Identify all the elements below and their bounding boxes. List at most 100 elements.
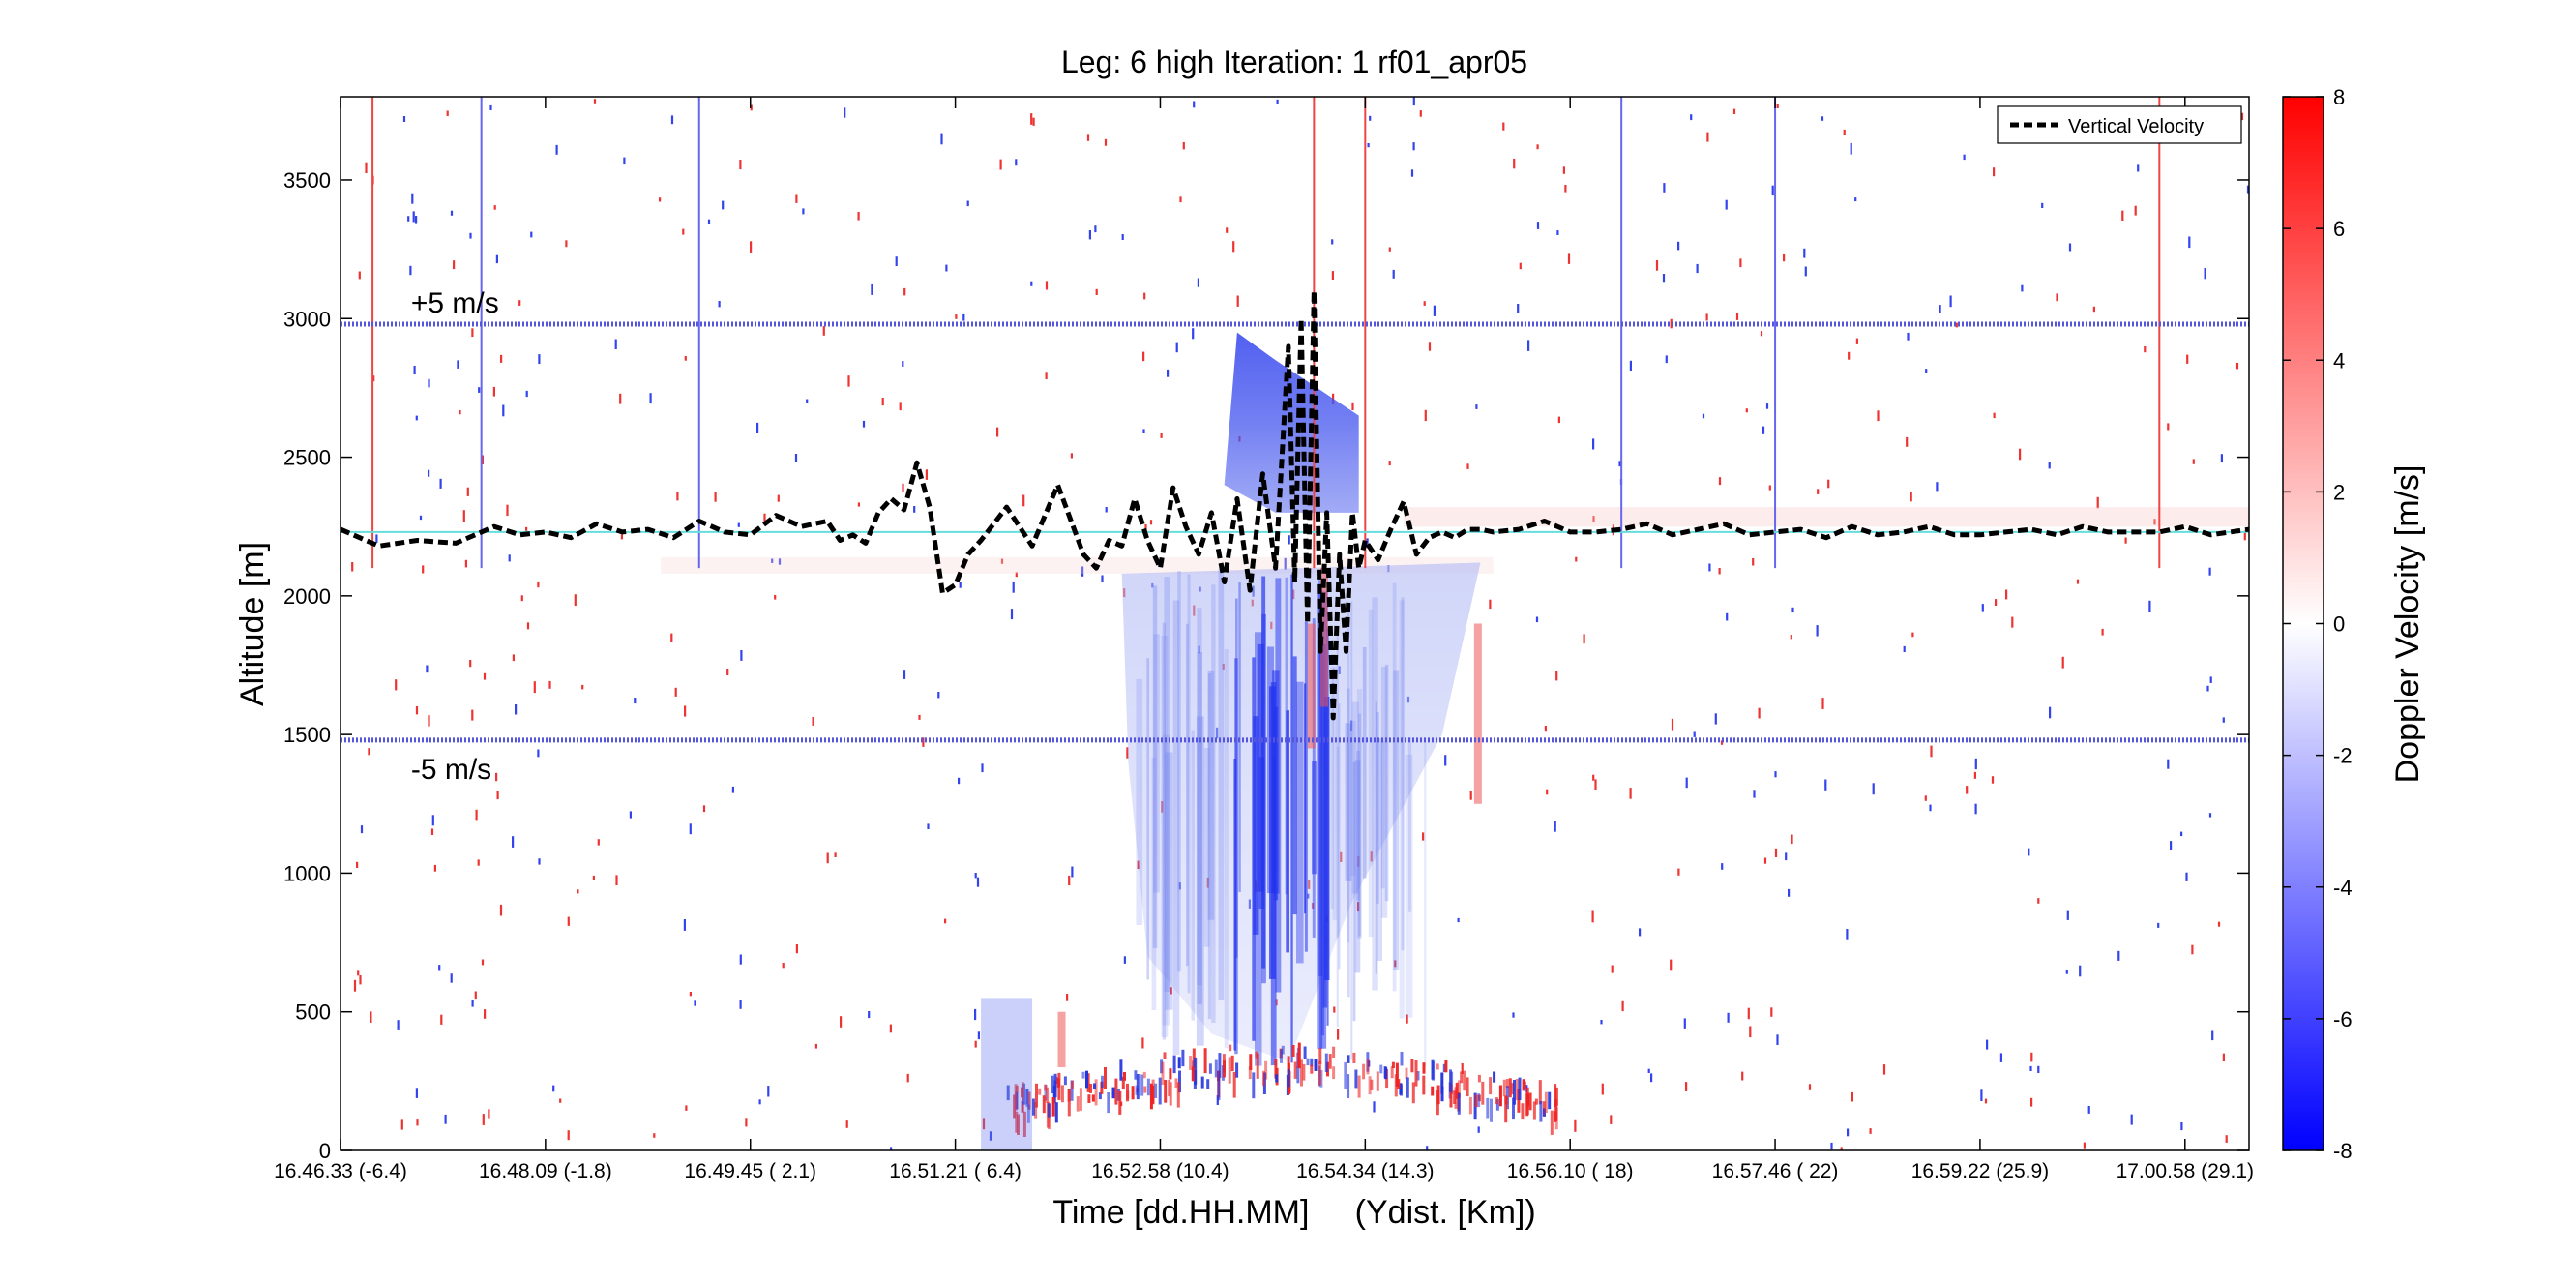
- noise-speck: [1749, 1026, 1752, 1038]
- noise-speck: [1760, 331, 1763, 337]
- y-tick-label: 0: [319, 1139, 331, 1163]
- surface-echo: [1042, 1095, 1046, 1114]
- noise-speck: [2083, 1142, 2086, 1149]
- surface-echo: [1440, 1072, 1444, 1094]
- noise-speck: [1101, 575, 1104, 582]
- noise-speck: [1406, 1014, 1408, 1024]
- noise-speck: [959, 582, 962, 588]
- surface-echo: [1466, 1077, 1469, 1097]
- surface-echo: [1431, 1059, 1435, 1080]
- noise-speck: [495, 772, 498, 782]
- noise-speck: [1877, 410, 1880, 422]
- surface-echo: [1362, 1063, 1366, 1080]
- noise-speck: [2243, 530, 2246, 541]
- y-tick-label: 2000: [283, 584, 331, 609]
- surface-echo: [1332, 1066, 1336, 1080]
- noise-speck: [1600, 1020, 1603, 1025]
- echo-streak: [1376, 711, 1379, 904]
- noise-speck: [1182, 141, 1185, 150]
- noise-speck: [1142, 351, 1145, 362]
- noise-speck: [1670, 318, 1673, 329]
- noise-speck: [902, 361, 904, 367]
- noise-speck: [2068, 243, 2072, 252]
- echo-streak: [1191, 730, 1195, 1021]
- noise-speck: [840, 1016, 843, 1028]
- noise-speck: [1433, 305, 1436, 316]
- noise-speck: [806, 399, 809, 403]
- noise-speck: [520, 595, 523, 602]
- noise-speck: [2191, 944, 2194, 955]
- noise-speck: [1611, 965, 1614, 973]
- noise-speck: [758, 1099, 761, 1105]
- echo-streak: [1296, 681, 1304, 964]
- noise-speck: [1980, 1089, 1983, 1101]
- colorbar-tick-label: -8: [2333, 1139, 2353, 1163]
- surface-echo: [1027, 1091, 1031, 1110]
- noise-speck: [1045, 281, 1049, 290]
- echo-streak: [1207, 673, 1212, 1020]
- noise-speck: [515, 704, 518, 715]
- noise-speck: [1840, 1147, 1843, 1150]
- noise-speck: [1513, 158, 1516, 169]
- noise-speck: [1179, 196, 1182, 203]
- noise-speck: [1527, 340, 1530, 351]
- noise-speck: [2167, 423, 2170, 431]
- y-tick-label: 3500: [283, 168, 331, 193]
- noise-speck: [375, 534, 378, 543]
- noise-speck: [1333, 1006, 1336, 1013]
- noise-speck: [778, 558, 782, 565]
- echo-streak: [1172, 600, 1180, 1055]
- noise-speck: [1094, 225, 1097, 233]
- surface-echo: [1044, 1085, 1048, 1101]
- surface-echo: [1400, 1084, 1403, 1096]
- noise-speck: [1855, 338, 1858, 344]
- surface-echo: [1174, 1078, 1178, 1089]
- noise-speck: [1843, 129, 1846, 135]
- noise-speck: [496, 791, 499, 800]
- noise-speck: [1426, 1146, 1429, 1150]
- noise-speck: [1086, 134, 1090, 141]
- surface-echo: [1436, 1063, 1439, 1070]
- noise-speck: [1126, 747, 1129, 759]
- surface-echo: [1181, 1049, 1185, 1067]
- noise-speck: [1562, 166, 1565, 174]
- legend-entry-vertical-velocity: Vertical Velocity: [2068, 116, 2204, 137]
- noise-speck: [1144, 524, 1147, 532]
- surface-echo: [1071, 1080, 1074, 1089]
- noise-speck: [981, 763, 984, 773]
- noise-speck: [1104, 138, 1108, 146]
- noise-speck: [1045, 372, 1048, 379]
- noise-speck: [702, 805, 706, 813]
- surface-echo: [1098, 1092, 1102, 1100]
- surface-echo: [1511, 1083, 1515, 1095]
- noise-speck: [1763, 857, 1767, 864]
- noise-speck: [419, 515, 423, 521]
- noise-speck: [1629, 360, 1632, 371]
- noise-speck: [1765, 403, 1769, 409]
- noise-speck: [1708, 563, 1711, 572]
- noise-speck: [1721, 863, 1724, 870]
- surface-echo: [1026, 1104, 1030, 1123]
- surface-echo: [1022, 1111, 1026, 1137]
- noise-speck: [489, 104, 492, 110]
- noise-speck: [745, 1118, 748, 1127]
- noise-speck: [1665, 355, 1668, 364]
- noise-speck: [903, 287, 906, 296]
- noise-speck: [428, 715, 430, 727]
- noise-speck: [2011, 616, 2014, 628]
- echo-streak: [1351, 701, 1359, 894]
- noise-speck: [2188, 236, 2191, 249]
- noise-speck: [488, 1109, 490, 1119]
- surface-echo: [1114, 1078, 1118, 1105]
- noise-speck: [1197, 278, 1199, 287]
- noise-speck: [597, 839, 600, 846]
- noise-speck: [1732, 108, 1736, 114]
- noise-speck: [2217, 921, 2221, 927]
- echo-streak: [1362, 647, 1367, 879]
- noise-speck: [1081, 566, 1084, 577]
- echo-streak: [1165, 752, 1173, 1010]
- noise-speck: [471, 709, 474, 721]
- noise-speck: [918, 714, 921, 720]
- noise-speck: [1105, 507, 1108, 513]
- noise-speck: [462, 510, 465, 522]
